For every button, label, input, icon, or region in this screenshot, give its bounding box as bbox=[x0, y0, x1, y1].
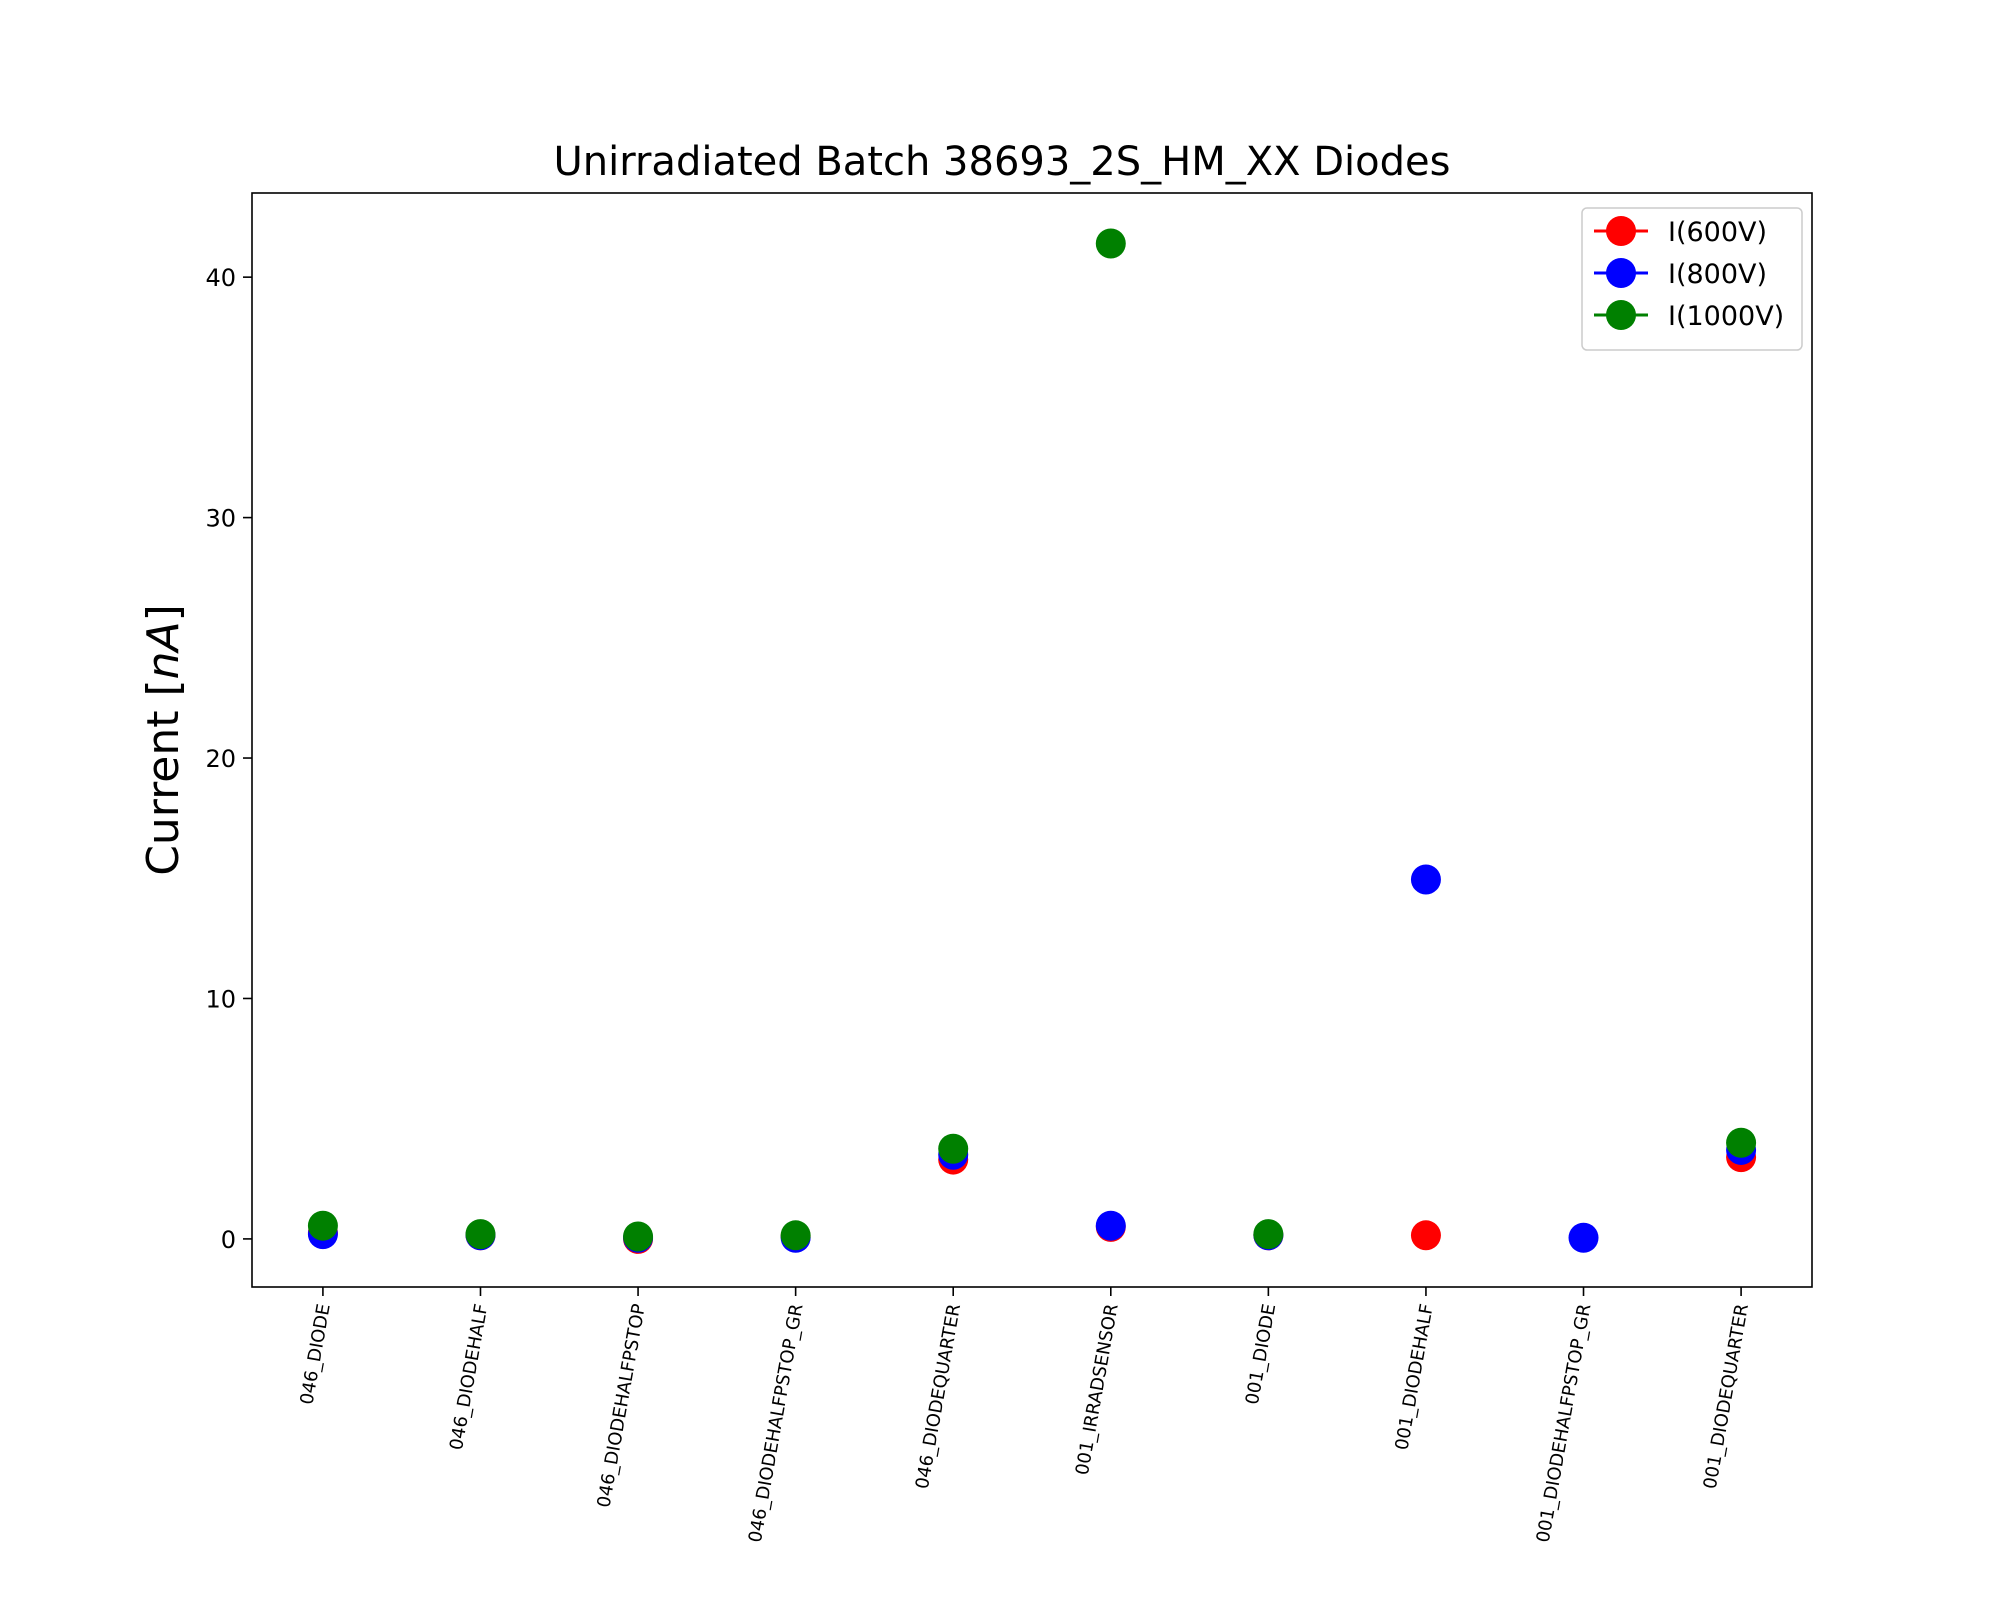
y-axis-label-prefix: Current [ bbox=[138, 679, 189, 875]
legend-label: I(800V) bbox=[1668, 259, 1767, 290]
data-point bbox=[1095, 1210, 1126, 1241]
legend-label: I(600V) bbox=[1668, 217, 1767, 248]
y-axis-label-unit: nA bbox=[138, 621, 189, 679]
y-tick-label: 10 bbox=[205, 985, 236, 1013]
legend-label: I(1000V) bbox=[1668, 301, 1784, 332]
y-tick-label: 0 bbox=[221, 1226, 236, 1254]
y-tick-label: 30 bbox=[205, 505, 236, 533]
data-point bbox=[1253, 1219, 1284, 1250]
plot-area bbox=[251, 192, 1813, 1288]
series-I(1000V) bbox=[307, 228, 1757, 1252]
y-tick-label: 20 bbox=[205, 745, 236, 773]
data-points bbox=[307, 228, 1757, 1254]
y-axis: 0 10 20 30 40 bbox=[205, 264, 252, 1254]
data-point bbox=[623, 1221, 654, 1252]
data-point bbox=[1410, 864, 1441, 895]
legend-marker bbox=[1606, 216, 1636, 246]
legend-marker bbox=[1606, 300, 1636, 330]
y-tick-label: 40 bbox=[205, 264, 236, 292]
chart-title: Unirradiated Batch 38693_2S_HM_XX Diodes bbox=[554, 139, 1451, 185]
data-point bbox=[780, 1220, 811, 1251]
data-point bbox=[1095, 228, 1126, 259]
data-point bbox=[1410, 1220, 1441, 1251]
legend-marker bbox=[1606, 258, 1636, 288]
legend: I(600V) I(800V) I(1000V) bbox=[1581, 207, 1803, 351]
plot-frame bbox=[251, 192, 1813, 1288]
data-point bbox=[1726, 1127, 1757, 1158]
data-point bbox=[1568, 1222, 1599, 1253]
data-point bbox=[938, 1133, 969, 1164]
data-point bbox=[307, 1210, 338, 1241]
y-axis-label: Current [nA] bbox=[138, 604, 189, 876]
data-point bbox=[465, 1219, 496, 1250]
y-axis-label-suffix: ] bbox=[138, 604, 189, 621]
